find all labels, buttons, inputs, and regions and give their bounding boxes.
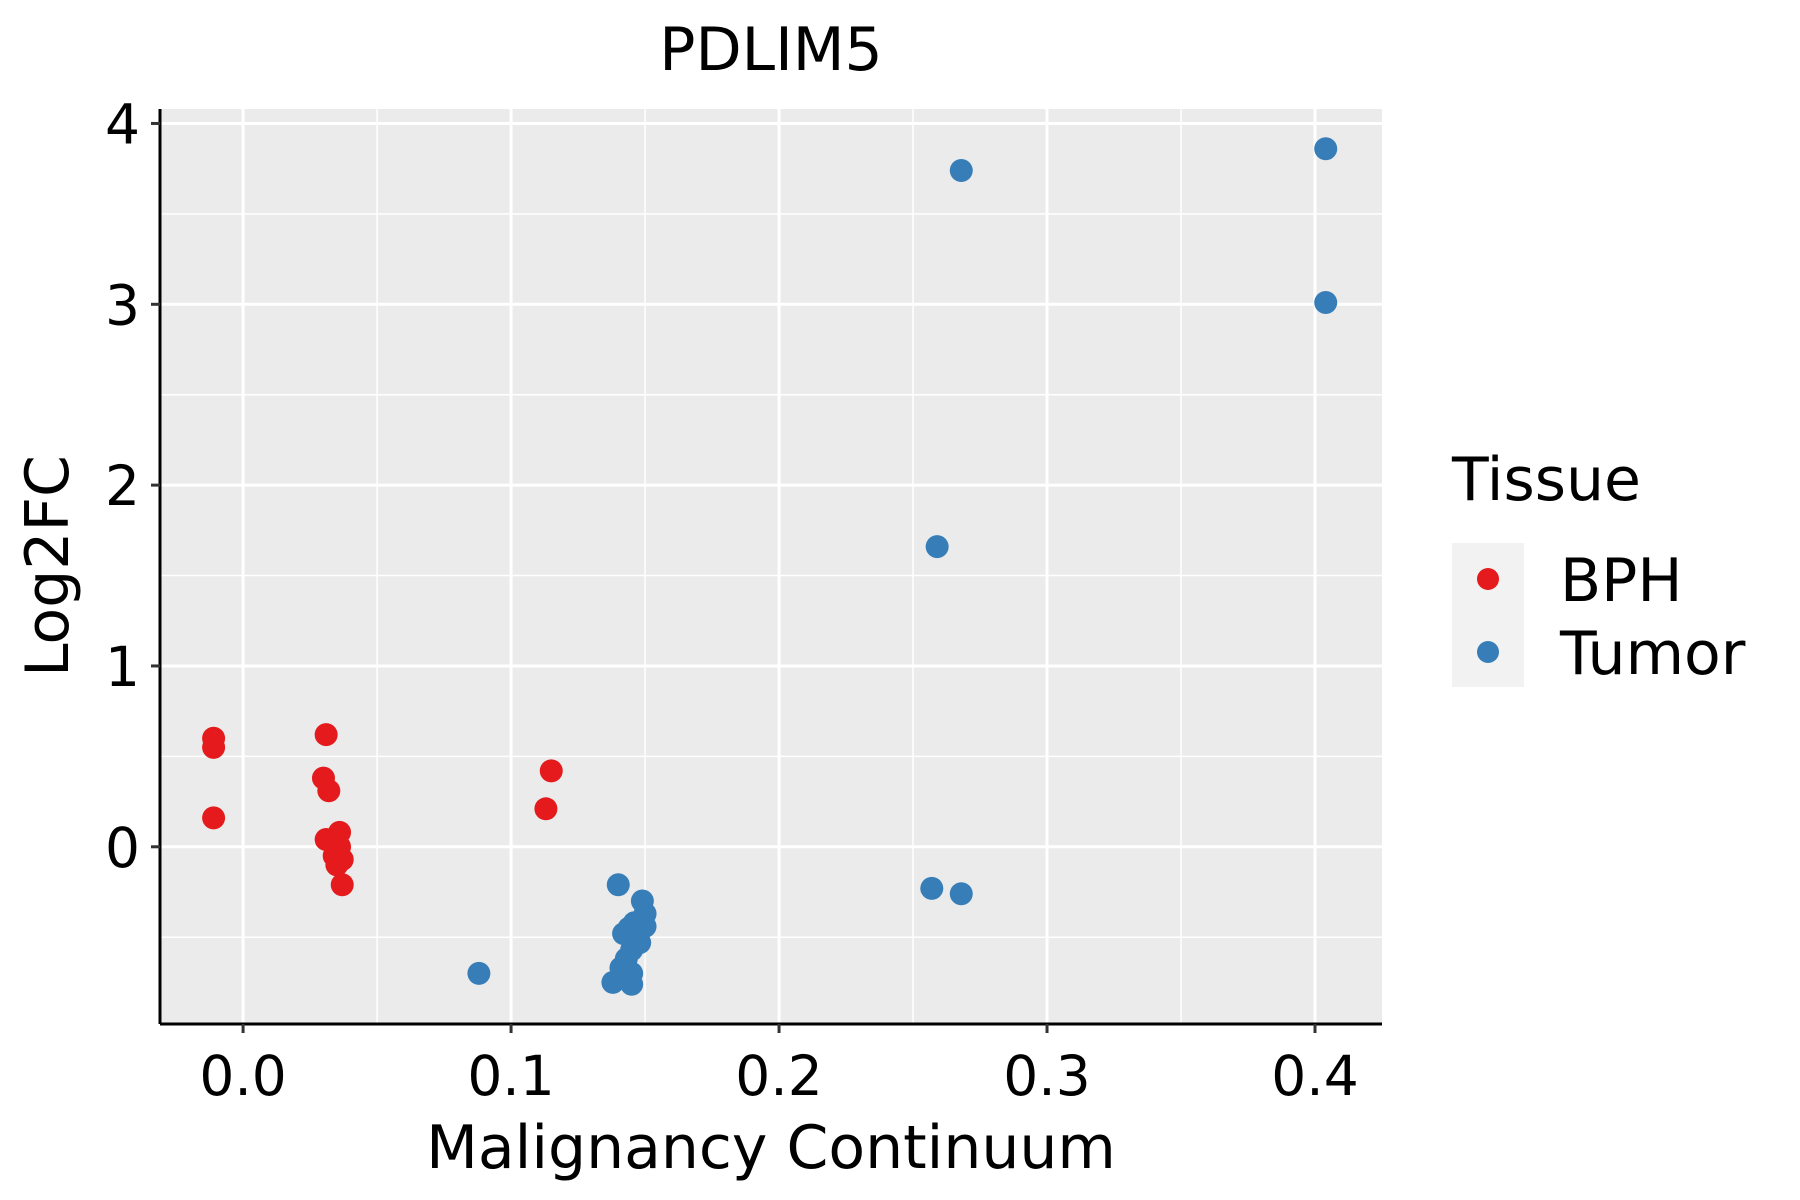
legend-key-bph <box>1477 568 1499 590</box>
x-tick-label: 0.4 <box>1271 1044 1358 1108</box>
data-point-tumor <box>606 873 630 897</box>
data-points <box>202 137 1338 996</box>
data-point-bph <box>330 873 354 897</box>
y-ticks: 0 1 2 3 4 <box>105 92 160 880</box>
data-point-bph <box>314 723 338 747</box>
data-point-tumor <box>1314 137 1338 161</box>
data-point-tumor <box>1314 290 1338 314</box>
y-tick-label: 0 <box>105 816 140 880</box>
y-tick-label: 4 <box>105 92 140 156</box>
data-point-tumor <box>620 972 644 996</box>
y-tick-label: 2 <box>105 454 140 518</box>
legend-label-tumor: Tumor <box>1559 619 1746 689</box>
data-point-tumor <box>601 970 625 994</box>
data-point-bph <box>317 779 341 803</box>
data-point-tumor <box>925 535 949 559</box>
y-tick-label: 3 <box>105 273 140 337</box>
x-tick-label: 0.2 <box>735 1044 822 1108</box>
legend-key-tumor <box>1477 641 1499 663</box>
x-tick-label: 0.3 <box>1003 1044 1090 1108</box>
data-point-tumor <box>467 961 491 985</box>
x-tick-label: 0.1 <box>467 1044 554 1108</box>
x-ticks: 0.0 0.1 0.2 0.3 0.4 <box>199 1024 1359 1108</box>
data-point-bph <box>202 806 226 830</box>
legend-label-bph: BPH <box>1560 546 1682 616</box>
grid-major <box>160 109 1382 1024</box>
data-point-tumor <box>949 882 973 906</box>
x-axis-title: Malignancy Continuum <box>426 1113 1116 1183</box>
x-tick-label: 0.0 <box>199 1044 286 1108</box>
data-point-bph <box>534 797 558 821</box>
data-point-bph <box>202 735 226 759</box>
legend-title: Tissue <box>1451 445 1641 515</box>
data-point-bph <box>539 759 563 783</box>
data-point-tumor <box>949 158 973 182</box>
y-tick-label: 1 <box>105 635 140 699</box>
legend: Tissue BPH Tumor <box>1451 445 1746 689</box>
data-point-tumor <box>920 876 944 900</box>
chart-title: PDLIM5 <box>659 15 882 85</box>
legend-key-background <box>1452 543 1524 687</box>
grid-minor <box>160 109 1382 1024</box>
data-point-bph <box>325 853 349 877</box>
plot-panel <box>160 109 1382 1024</box>
y-axis-title: Log2FC <box>13 455 83 677</box>
